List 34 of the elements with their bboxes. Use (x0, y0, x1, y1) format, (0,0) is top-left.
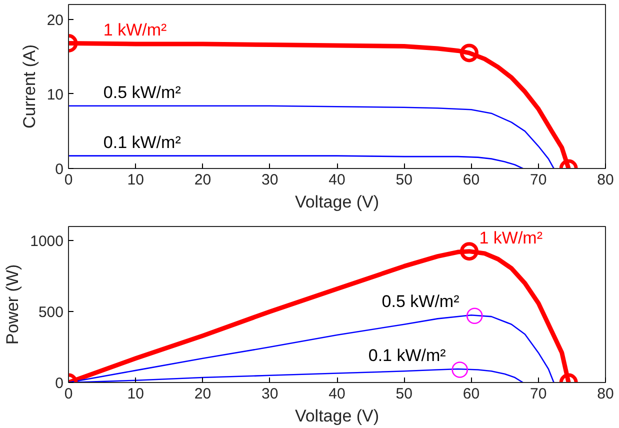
series-label: 1 kW/m² (103, 20, 168, 40)
x-tick-label: 50 (396, 172, 412, 188)
x-tick-label: 20 (194, 386, 212, 402)
x-tick-label: 40 (328, 172, 346, 188)
x-tick-label: 10 (127, 386, 144, 402)
y-tick-label: 0 (55, 161, 64, 178)
x-tick-label: 10 (127, 172, 144, 188)
x-tick-label: 20 (194, 172, 212, 188)
y-tick-label: 20 (46, 12, 64, 29)
x-tick-label: 60 (462, 386, 480, 402)
line-series (68, 155, 524, 168)
y-axis-title: Current (A) (20, 44, 39, 129)
x-tick-label: 40 (328, 386, 346, 402)
y-tick-label: 10 (46, 86, 64, 104)
series-label: 0.5 kW/m² (382, 292, 460, 312)
x-tick-label: 80 (597, 172, 614, 188)
x-axis-title: Voltage (V) (294, 192, 380, 212)
y-tick-label: 500 (38, 304, 64, 322)
y-tick-label: 1000 (30, 233, 64, 250)
series-label: 0.5 kW/m² (103, 82, 182, 102)
x-axis-title: Voltage (V) (294, 406, 380, 426)
x-tick-label: 50 (396, 386, 412, 402)
x-tick-label: 80 (597, 386, 614, 402)
line-series (68, 105, 554, 168)
x-tick-label: 70 (530, 172, 547, 188)
series-label: 0.1 kW/m² (103, 132, 182, 152)
x-tick-label: 70 (530, 386, 547, 402)
y-axis-title: Power (W) (3, 264, 22, 345)
y-tick-label: 0 (55, 375, 64, 392)
x-tick-label: 30 (262, 386, 278, 402)
series-label: 1 kW/m² (479, 228, 543, 248)
x-tick-label: 30 (262, 172, 278, 188)
series-label: 0.1 kW/m² (368, 346, 446, 366)
x-tick-label: 60 (462, 172, 480, 188)
